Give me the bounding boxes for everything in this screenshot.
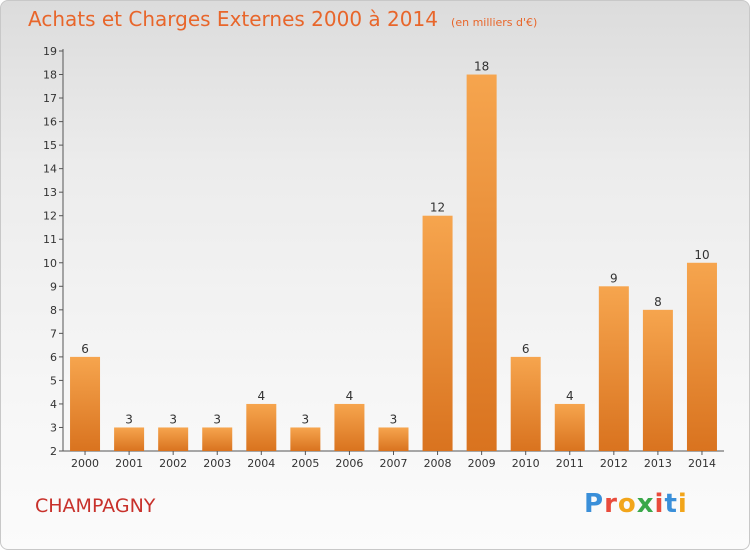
y-tick-label: 18 xyxy=(43,69,57,82)
x-tick-label: 2009 xyxy=(468,457,496,470)
data-label: 6 xyxy=(522,342,530,356)
data-label: 10 xyxy=(694,248,709,262)
bar xyxy=(202,427,233,451)
bar xyxy=(114,427,145,451)
bar xyxy=(510,356,541,451)
chart-subtitle: (en milliers d'€) xyxy=(451,16,538,29)
y-tick-label: 17 xyxy=(43,92,57,105)
bar xyxy=(158,427,189,451)
bar xyxy=(598,286,629,451)
y-tick-label: 19 xyxy=(43,45,57,58)
bar xyxy=(378,427,409,451)
data-label: 8 xyxy=(654,295,662,309)
x-tick-label: 2012 xyxy=(600,457,628,470)
logo-letter: t xyxy=(664,489,678,519)
x-tick-label: 2013 xyxy=(644,457,672,470)
x-tick-label: 2008 xyxy=(424,457,452,470)
y-tick-label: 14 xyxy=(43,163,57,176)
y-tick-label: 6 xyxy=(50,351,57,364)
x-tick-label: 2010 xyxy=(512,457,540,470)
y-tick-label: 13 xyxy=(43,186,57,199)
bar xyxy=(290,427,321,451)
logo-letter: i xyxy=(654,489,665,519)
y-tick-label: 11 xyxy=(43,233,57,246)
y-tick-label: 4 xyxy=(50,398,57,411)
bar xyxy=(334,403,365,451)
data-label: 4 xyxy=(566,389,574,403)
data-label: 9 xyxy=(610,271,618,285)
x-tick-label: 2002 xyxy=(159,457,187,470)
y-tick-label: 16 xyxy=(43,116,57,129)
x-tick-label: 2007 xyxy=(380,457,408,470)
place-name: CHAMPAGNY xyxy=(35,495,156,517)
y-tick-label: 2 xyxy=(50,445,57,458)
chart-title: Achats et Charges Externes 2000 à 2014 xyxy=(28,7,438,31)
logo-letter: P xyxy=(584,489,605,519)
data-label: 12 xyxy=(430,201,445,215)
data-label: 3 xyxy=(302,412,310,426)
bar xyxy=(686,262,717,451)
data-label: 3 xyxy=(390,412,398,426)
logo-letter: x xyxy=(636,489,655,519)
data-label: 3 xyxy=(169,412,177,426)
y-tick-label: 7 xyxy=(50,327,57,340)
bar xyxy=(246,403,277,451)
bar xyxy=(554,403,585,451)
data-label: 18 xyxy=(474,60,489,74)
title-row: Achats et Charges Externes 2000 à 2014 (… xyxy=(28,7,537,31)
data-label: 3 xyxy=(125,412,133,426)
logo-letter: o xyxy=(617,489,637,519)
data-label: 3 xyxy=(213,412,221,426)
y-tick-label: 3 xyxy=(50,421,57,434)
y-tick-label: 10 xyxy=(43,257,57,270)
y-tick-label: 12 xyxy=(43,210,57,223)
x-tick-label: 2001 xyxy=(115,457,143,470)
x-tick-label: 2004 xyxy=(247,457,275,470)
bar xyxy=(642,309,673,451)
data-label: 4 xyxy=(346,389,354,403)
bars xyxy=(70,74,717,451)
x-tick-label: 2005 xyxy=(291,457,319,470)
x-tick-label: 2014 xyxy=(688,457,716,470)
data-label: 4 xyxy=(257,389,265,403)
x-tick-label: 2006 xyxy=(335,457,363,470)
bar xyxy=(70,356,101,451)
y-tick-label: 15 xyxy=(43,139,57,152)
bar xyxy=(466,74,497,451)
y-tick-label: 5 xyxy=(50,374,57,387)
logo-letter: r xyxy=(604,489,618,519)
x-tick-label: 2011 xyxy=(556,457,584,470)
proxiti-logo[interactable]: Proxiti xyxy=(584,489,688,519)
bar xyxy=(422,215,453,451)
logo-letter: i xyxy=(677,489,688,519)
labels: 6 2000 3 2001 3 2002 3 2003 4 2004 3 2005 4 2006 3 2007… xyxy=(71,60,716,470)
x-tick-label: 2000 xyxy=(71,457,99,470)
data-label: 6 xyxy=(81,342,89,356)
x-tick-label: 2003 xyxy=(203,457,231,470)
y-tick-label: 8 xyxy=(50,304,57,317)
y-tick-label: 9 xyxy=(50,280,57,293)
